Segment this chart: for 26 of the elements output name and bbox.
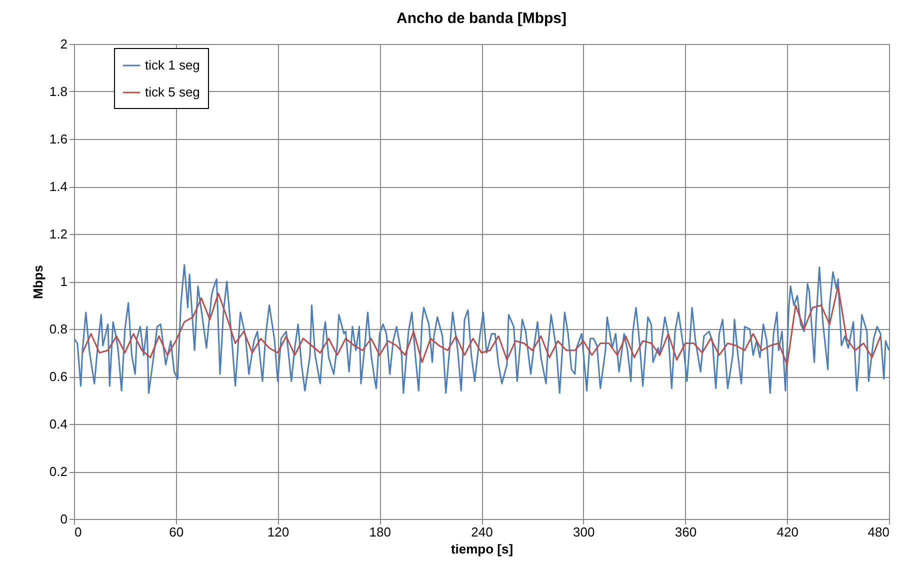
- y-tick-label: 1.6: [49, 132, 68, 146]
- y-tick-label: 1: [60, 274, 68, 289]
- x-tick-label: 420: [776, 524, 798, 540]
- x-tick-label: 300: [573, 524, 595, 540]
- x-tick-label: 240: [471, 524, 493, 540]
- x-tick-label: 180: [369, 524, 391, 540]
- line-series: [82, 286, 882, 366]
- y-axis-title: Mbps: [30, 265, 46, 299]
- chart-title: Ancho de banda [Mbps]: [396, 10, 566, 27]
- y-tick-label: 0.6: [49, 369, 68, 384]
- legend-label: tick 1 seg: [145, 58, 200, 72]
- y-tick-label: 1.4: [49, 179, 68, 194]
- y-tick-label: 2: [60, 36, 68, 52]
- x-tick-label: 480: [868, 524, 890, 540]
- x-axis-title: tiempo [s]: [450, 542, 514, 556]
- x-tick-label: 60: [169, 524, 184, 540]
- x-tick-label: 360: [674, 524, 697, 540]
- x-tick-label: 0: [74, 524, 82, 540]
- y-tick-label: 1.2: [49, 226, 68, 242]
- y-tick-label: 0: [60, 512, 68, 526]
- y-tick-label: 0.4: [49, 416, 68, 432]
- x-tick-label: 120: [267, 524, 290, 540]
- y-tick-label: 1.8: [49, 84, 68, 99]
- legend-label: tick 5 seg: [145, 84, 200, 100]
- y-tick-label: 0.2: [49, 464, 68, 479]
- y-tick-label: 0.8: [49, 322, 68, 336]
